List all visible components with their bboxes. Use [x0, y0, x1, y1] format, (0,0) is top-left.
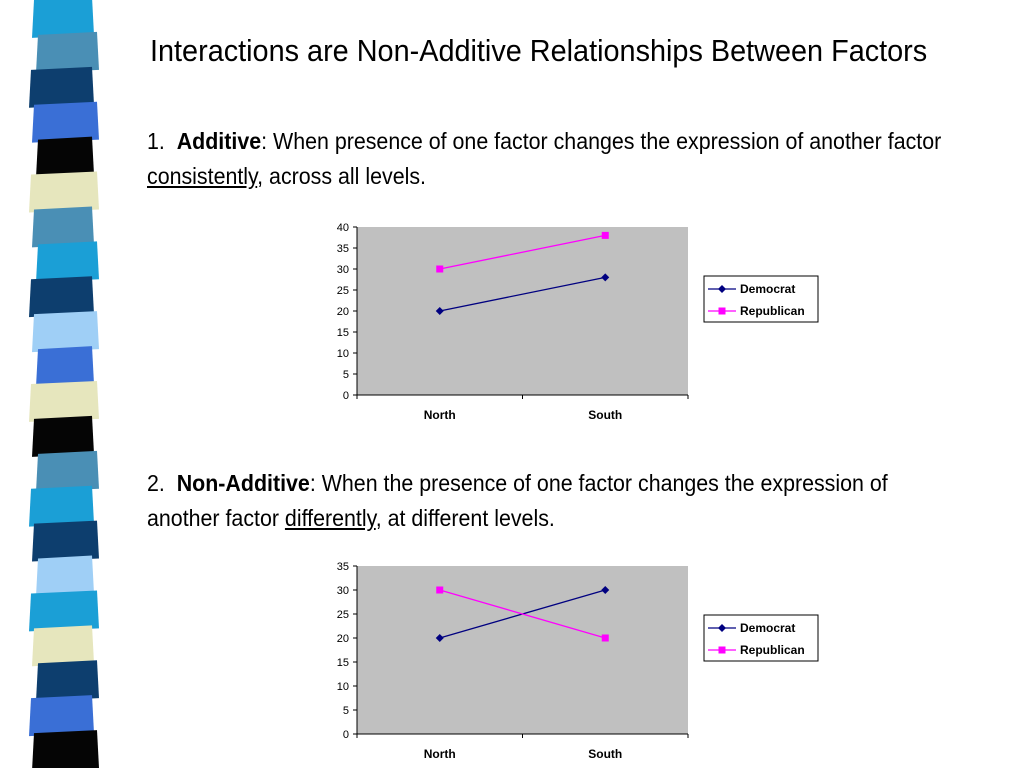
- strip-segment: [29, 695, 94, 737]
- y-tick-label: 5: [343, 705, 349, 717]
- non-additive-definition: 2. Non-Additive: When the presence of on…: [147, 466, 947, 536]
- y-tick-label: 35: [337, 243, 349, 255]
- y-tick-label: 35: [337, 561, 349, 573]
- plot-area: [357, 566, 688, 734]
- plot-area: [357, 227, 688, 395]
- section-emphasis: differently: [284, 505, 376, 531]
- x-tick-label: North: [424, 408, 456, 422]
- strip-segment: [29, 485, 94, 527]
- strip-segment: [32, 206, 94, 248]
- y-tick-label: 10: [337, 681, 349, 693]
- y-tick-label: 20: [337, 306, 349, 318]
- y-tick-label: 30: [337, 264, 349, 276]
- y-tick-label: 0: [343, 729, 349, 741]
- strip-segment: [36, 660, 99, 702]
- section-number: 1.: [147, 128, 165, 154]
- section-text-end: , at different levels.: [375, 505, 555, 531]
- section-number: 2.: [147, 470, 165, 496]
- strip-segment: [32, 101, 99, 143]
- strip-segment: [36, 450, 99, 492]
- y-tick-label: 40: [337, 222, 349, 234]
- data-point: [601, 273, 610, 282]
- y-tick-label: 15: [337, 657, 349, 669]
- strip-segment: [32, 0, 94, 38]
- strip-segment: [32, 520, 99, 562]
- strip-edge: [110, 0, 118, 768]
- legend-label: Democrat: [740, 282, 795, 296]
- y-tick-label: 25: [337, 609, 349, 621]
- data-point: [436, 586, 444, 594]
- strip-segment: [36, 555, 94, 597]
- series-line: [439, 234, 606, 270]
- y-tick-label: 20: [337, 633, 349, 645]
- section-term: Additive: [176, 128, 262, 154]
- x-tick-label: North: [424, 747, 456, 761]
- strip-segment: [36, 31, 99, 73]
- legend-marker: [718, 285, 726, 293]
- section-text-end: , across all levels.: [257, 163, 426, 189]
- section-text: : When the presence of one factor change…: [147, 470, 888, 531]
- legend-label: Democrat: [740, 621, 795, 635]
- legend-marker: [718, 624, 726, 632]
- strip-segment: [29, 276, 94, 318]
- legend-label: Republican: [740, 304, 805, 318]
- y-tick-label: 10: [337, 348, 349, 360]
- non-additive-chart: 0 5 10 15 20 25 30 35 North South Democrat Republic…: [337, 561, 819, 761]
- strip-segment: [36, 346, 94, 387]
- additive-chart: 0 5 10 15 20 25 30 35 40 North South Democrat Republ…: [337, 222, 819, 422]
- section-text: : When presence of one factor changes th…: [261, 128, 942, 154]
- y-tick-label: 30: [337, 585, 349, 597]
- series-line: [439, 589, 606, 639]
- y-tick-label: 0: [343, 390, 349, 402]
- y-tick-label: 5: [343, 369, 349, 381]
- additive-definition: 1. Additive: When presence of one factor…: [147, 124, 947, 194]
- strip-segment: [32, 730, 99, 768]
- data-point: [435, 307, 444, 315]
- x-tick-label: South: [588, 408, 622, 422]
- decorative-strip: [29, 0, 118, 768]
- strip-segment: [32, 625, 94, 667]
- legend-marker: [718, 646, 726, 654]
- y-tick-label: 25: [337, 285, 349, 297]
- strip-segment: [32, 311, 99, 353]
- data-point: [436, 265, 444, 273]
- section-term: Non-Additive: [176, 470, 310, 496]
- strip-segment: [29, 66, 94, 108]
- strip-segment: [29, 590, 99, 632]
- legend-label: Republican: [740, 643, 805, 657]
- strip-segment: [29, 381, 99, 422]
- strip-segment: [36, 241, 99, 283]
- data-point: [435, 634, 444, 642]
- data-point: [601, 634, 609, 642]
- strip-segment: [29, 171, 99, 213]
- series-line: [439, 276, 606, 312]
- y-tick-label: 15: [337, 327, 349, 339]
- slide-title: Interactions are Non-Additive Relationsh…: [150, 33, 928, 68]
- data-point: [601, 586, 610, 594]
- legend-marker: [718, 307, 726, 315]
- strip-segment: [36, 136, 94, 178]
- strip-segment: [32, 415, 94, 457]
- data-point: [601, 231, 609, 239]
- x-tick-label: South: [588, 747, 622, 761]
- section-emphasis: consistently: [147, 163, 258, 189]
